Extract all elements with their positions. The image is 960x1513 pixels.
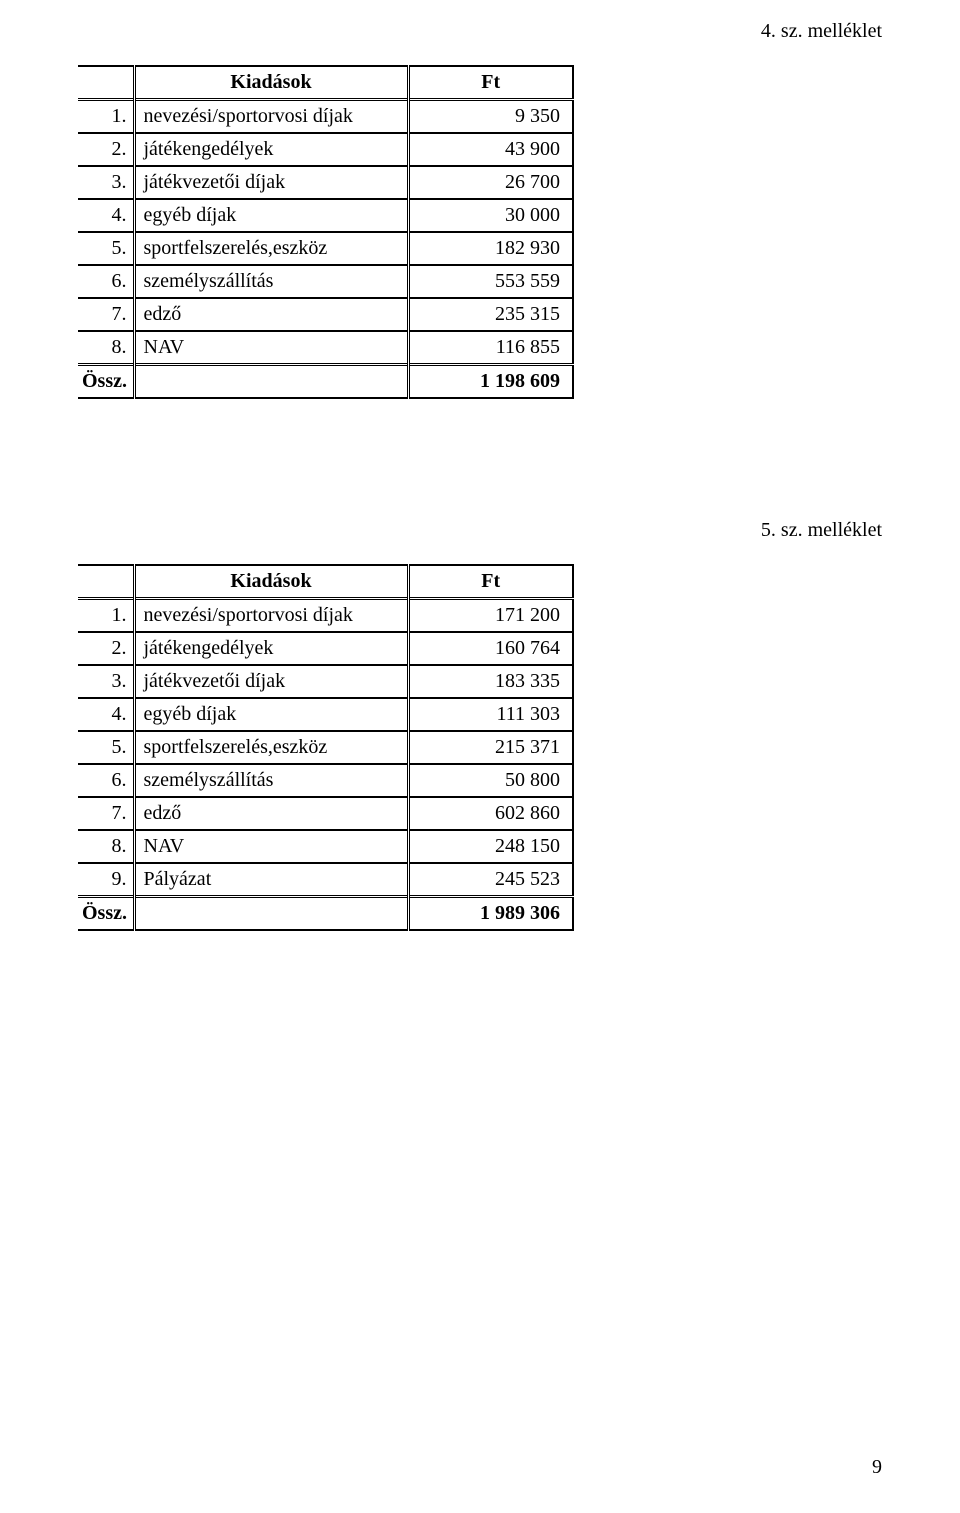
table-2-total: Össz. 1 989 306 xyxy=(78,897,573,931)
row-index: 1. xyxy=(78,100,134,134)
attachment-label-bottom: 5. sz. melléklet xyxy=(78,519,882,542)
row-value: 50 800 xyxy=(408,764,573,797)
row-index: 6. xyxy=(78,764,134,797)
table-row: 8. NAV 116 855 xyxy=(78,331,573,365)
table-row: 6. személyszállítás 50 800 xyxy=(78,764,573,797)
table-row: 5. sportfelszerelés,eszköz 182 930 xyxy=(78,232,573,265)
table-2-header-value: Ft xyxy=(408,565,573,599)
row-label: személyszállítás xyxy=(134,764,408,797)
table-row: 1. nevezési/sportorvosi díjak 9 350 xyxy=(78,100,573,134)
row-value: 182 930 xyxy=(408,232,573,265)
row-value: 43 900 xyxy=(408,133,573,166)
row-value: 248 150 xyxy=(408,830,573,863)
row-index: 7. xyxy=(78,797,134,830)
row-index: 5. xyxy=(78,731,134,764)
row-index: 5. xyxy=(78,232,134,265)
row-label: NAV xyxy=(134,331,408,365)
row-value: 171 200 xyxy=(408,599,573,633)
page-number: 9 xyxy=(872,1456,882,1479)
row-label: edző xyxy=(134,797,408,830)
table-row: 3. játékvezetői díjak 26 700 xyxy=(78,166,573,199)
row-value: 26 700 xyxy=(408,166,573,199)
row-index: 2. xyxy=(78,133,134,166)
row-label: NAV xyxy=(134,830,408,863)
row-value: 116 855 xyxy=(408,331,573,365)
row-label: Pályázat xyxy=(134,863,408,897)
row-label: egyéb díjak xyxy=(134,698,408,731)
row-value: 9 350 xyxy=(408,100,573,134)
row-label: nevezési/sportorvosi díjak xyxy=(134,599,408,633)
table-1: Kiadások Ft 1. nevezési/sportorvosi díja… xyxy=(78,65,574,399)
row-value: 160 764 xyxy=(408,632,573,665)
row-value: 553 559 xyxy=(408,265,573,298)
total-blank xyxy=(134,365,408,399)
row-index: 2. xyxy=(78,632,134,665)
row-index: 8. xyxy=(78,331,134,365)
row-value: 111 303 xyxy=(408,698,573,731)
row-label: edző xyxy=(134,298,408,331)
row-value: 215 371 xyxy=(408,731,573,764)
attachment-label-top: 4. sz. melléklet xyxy=(78,20,882,43)
table-row: 9. Pályázat 245 523 xyxy=(78,863,573,897)
page: 4. sz. melléklet Kiadások Ft 1. nevezési… xyxy=(0,0,960,1513)
row-label: játékvezetői díjak xyxy=(134,166,408,199)
row-index: 7. xyxy=(78,298,134,331)
row-label: egyéb díjak xyxy=(134,199,408,232)
table-row: 4. egyéb díjak 30 000 xyxy=(78,199,573,232)
table-row: 4. egyéb díjak 111 303 xyxy=(78,698,573,731)
row-value: 30 000 xyxy=(408,199,573,232)
row-label: sportfelszerelés,eszköz xyxy=(134,232,408,265)
table-1-header-label: Kiadások xyxy=(134,66,408,100)
row-value: 602 860 xyxy=(408,797,573,830)
row-index: 9. xyxy=(78,863,134,897)
row-value: 235 315 xyxy=(408,298,573,331)
table-2-header-blank xyxy=(78,565,134,599)
table-row: 2. játékengedélyek 160 764 xyxy=(78,632,573,665)
table-2-header: Kiadások Ft xyxy=(78,565,573,599)
row-value: 245 523 xyxy=(408,863,573,897)
row-label: játékvezetői díjak xyxy=(134,665,408,698)
row-index: 8. xyxy=(78,830,134,863)
row-value: 183 335 xyxy=(408,665,573,698)
total-value: 1 989 306 xyxy=(408,897,573,931)
total-label: Össz. xyxy=(78,897,134,931)
table-row: 7. edző 235 315 xyxy=(78,298,573,331)
table-row: 1. nevezési/sportorvosi díjak 171 200 xyxy=(78,599,573,633)
total-value: 1 198 609 xyxy=(408,365,573,399)
table-row: 2. játékengedélyek 43 900 xyxy=(78,133,573,166)
row-index: 3. xyxy=(78,665,134,698)
total-blank xyxy=(134,897,408,931)
total-label: Össz. xyxy=(78,365,134,399)
row-index: 4. xyxy=(78,199,134,232)
table-row: 8. NAV 248 150 xyxy=(78,830,573,863)
row-label: nevezési/sportorvosi díjak xyxy=(134,100,408,134)
row-index: 1. xyxy=(78,599,134,633)
row-label: játékengedélyek xyxy=(134,632,408,665)
row-index: 3. xyxy=(78,166,134,199)
table-2-header-label: Kiadások xyxy=(134,565,408,599)
table-row: 5. sportfelszerelés,eszköz 215 371 xyxy=(78,731,573,764)
row-index: 6. xyxy=(78,265,134,298)
table-1-header: Kiadások Ft xyxy=(78,66,573,100)
table-1-header-value: Ft xyxy=(408,66,573,100)
table-row: 3. játékvezetői díjak 183 335 xyxy=(78,665,573,698)
row-label: személyszállítás xyxy=(134,265,408,298)
row-label: játékengedélyek xyxy=(134,133,408,166)
row-index: 4. xyxy=(78,698,134,731)
row-label: sportfelszerelés,eszköz xyxy=(134,731,408,764)
spacer xyxy=(78,399,882,519)
table-1-total: Össz. 1 198 609 xyxy=(78,365,573,399)
table-row: 7. edző 602 860 xyxy=(78,797,573,830)
table-2: Kiadások Ft 1. nevezési/sportorvosi díja… xyxy=(78,564,574,931)
table-1-header-blank xyxy=(78,66,134,100)
table-row: 6. személyszállítás 553 559 xyxy=(78,265,573,298)
